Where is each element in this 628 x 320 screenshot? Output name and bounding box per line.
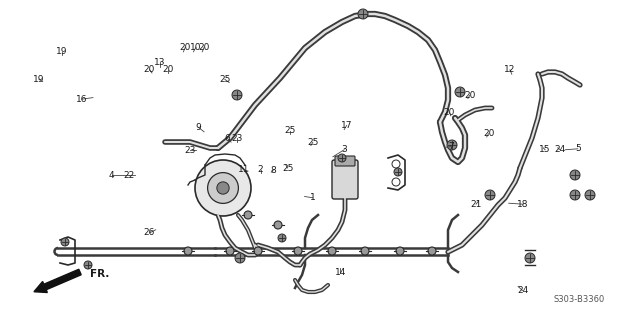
Text: 7: 7: [448, 142, 454, 151]
Text: 20: 20: [443, 108, 455, 116]
Text: 20: 20: [483, 129, 494, 138]
Circle shape: [278, 234, 286, 242]
Circle shape: [570, 170, 580, 180]
Circle shape: [394, 168, 402, 176]
Circle shape: [396, 247, 404, 255]
Text: 24: 24: [555, 145, 566, 154]
Text: 25: 25: [284, 126, 296, 135]
Circle shape: [61, 238, 69, 246]
Text: 22: 22: [123, 171, 134, 180]
Text: 25: 25: [307, 138, 318, 147]
Text: 3: 3: [341, 145, 347, 154]
FancyArrow shape: [34, 269, 81, 292]
Text: 20: 20: [464, 91, 475, 100]
Circle shape: [226, 247, 234, 255]
Circle shape: [208, 172, 239, 204]
Circle shape: [455, 87, 465, 97]
Text: FR.: FR.: [90, 269, 109, 279]
Text: 20: 20: [163, 65, 174, 74]
Text: 11: 11: [238, 165, 249, 174]
Circle shape: [84, 261, 92, 269]
Circle shape: [485, 190, 495, 200]
Text: 4: 4: [109, 171, 114, 180]
Circle shape: [244, 211, 252, 219]
Text: 20: 20: [180, 43, 191, 52]
Circle shape: [428, 247, 436, 255]
Circle shape: [217, 182, 229, 194]
Circle shape: [585, 190, 595, 200]
Circle shape: [328, 247, 336, 255]
Text: 25: 25: [219, 75, 230, 84]
Text: 16: 16: [76, 95, 87, 104]
Circle shape: [447, 140, 457, 150]
Text: 26: 26: [144, 228, 155, 237]
Text: 15: 15: [539, 145, 551, 154]
Circle shape: [274, 221, 282, 229]
Text: 20: 20: [198, 43, 210, 52]
Circle shape: [361, 247, 369, 255]
Circle shape: [184, 247, 192, 255]
FancyBboxPatch shape: [335, 156, 355, 166]
Text: 18: 18: [517, 200, 528, 209]
Text: 21: 21: [470, 200, 482, 209]
Circle shape: [570, 190, 580, 200]
Text: 10: 10: [190, 43, 202, 52]
Circle shape: [358, 9, 368, 19]
Text: 25: 25: [282, 164, 293, 172]
Text: 23: 23: [184, 146, 195, 155]
Text: S303-B3360: S303-B3360: [554, 295, 605, 305]
Text: 9: 9: [195, 123, 202, 132]
Circle shape: [294, 247, 302, 255]
Circle shape: [254, 247, 262, 255]
Text: 23: 23: [232, 134, 243, 143]
Text: 24: 24: [517, 286, 528, 295]
FancyBboxPatch shape: [332, 160, 358, 199]
Circle shape: [392, 178, 400, 186]
Text: 12: 12: [504, 65, 516, 74]
Text: 8: 8: [270, 166, 276, 175]
Text: 1: 1: [310, 193, 316, 202]
Circle shape: [195, 160, 251, 216]
Text: 14: 14: [335, 268, 346, 277]
Text: 2: 2: [258, 165, 263, 174]
Text: 19: 19: [33, 75, 45, 84]
Text: 5: 5: [575, 144, 581, 153]
Circle shape: [392, 160, 400, 168]
Circle shape: [235, 253, 245, 263]
Circle shape: [338, 154, 346, 162]
Text: 6: 6: [224, 134, 230, 143]
Text: 17: 17: [341, 121, 352, 130]
Text: 20: 20: [144, 65, 155, 74]
Circle shape: [525, 253, 535, 263]
Circle shape: [232, 90, 242, 100]
Text: 19: 19: [56, 47, 67, 56]
Text: 13: 13: [154, 58, 166, 67]
